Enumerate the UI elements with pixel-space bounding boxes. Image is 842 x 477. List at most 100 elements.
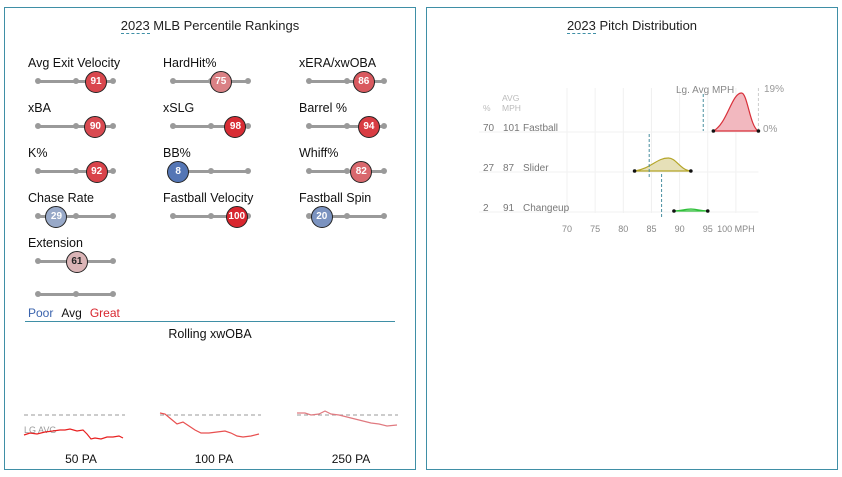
percentile-rankings-panel: 2023 MLB Percentile Rankings Avg Exit Ve… xyxy=(4,7,416,470)
legend-avg: Avg xyxy=(61,306,82,320)
pitch-distribution-panel: 2023 Pitch Distribution 70 75 80 85 90 95 100 … xyxy=(426,7,838,470)
pitch-name: Slider xyxy=(523,163,549,174)
divider xyxy=(25,321,395,322)
percentile-ball[interactable]: 91 xyxy=(85,71,107,93)
metric-barrel-: Barrel % 94 xyxy=(299,101,409,141)
metric-fastball-velocity: Fastball Velocity 100 xyxy=(163,191,273,231)
metric-fastball-spin: Fastball Spin 20 xyxy=(299,191,409,231)
percentile-ball[interactable]: 92 xyxy=(85,161,108,183)
metric-label: Chase Rate xyxy=(28,191,95,205)
percentile-track: 29 xyxy=(35,206,116,228)
percentile-ball[interactable]: 20 xyxy=(310,206,333,228)
metric-label: BB% xyxy=(163,146,191,160)
x-tick-label: 80 xyxy=(618,224,628,234)
percentile-track: 8 xyxy=(167,161,251,183)
x-tick-label: 90 xyxy=(675,224,685,234)
pitch-name: Changeup xyxy=(523,203,570,214)
legend-poor: Poor xyxy=(28,306,54,320)
metric-extension: Extension 61 xyxy=(28,236,138,276)
metric-xera-xwoba: xERA/xwOBA 86 xyxy=(299,56,409,96)
pitch-pct: 2 xyxy=(483,203,489,214)
percentile-ball[interactable]: 61 xyxy=(65,251,88,273)
percentile-ball[interactable]: 100 xyxy=(225,206,248,228)
max-dot xyxy=(756,129,761,133)
metric-xslg: xSLG 98 xyxy=(163,101,273,141)
pitch-avg-mph: 91 xyxy=(503,203,515,214)
min-dot xyxy=(632,169,637,173)
window-50: 50 PA xyxy=(65,452,97,466)
metric-bb-: BB% 8 xyxy=(163,146,273,186)
min-dot xyxy=(672,209,676,213)
year-select[interactable]: 2023 xyxy=(566,18,596,34)
percentile-ball[interactable]: 90 xyxy=(84,116,107,138)
metric-avg-exit-velocity: Avg Exit Velocity 91 xyxy=(28,56,138,96)
metric-hardhit-: HardHit% 75 xyxy=(163,56,273,96)
y-min-label: 0% xyxy=(763,124,778,135)
metric-k-: K% 92 xyxy=(28,146,138,186)
percentile-ball[interactable]: 86 xyxy=(352,71,375,93)
col-header-pct: % xyxy=(483,103,491,113)
percentile-ball[interactable]: 98 xyxy=(224,116,247,138)
percentile-track: 92 xyxy=(35,161,116,183)
metric-label: Barrel % xyxy=(299,101,347,115)
percentile-ball[interactable]: 82 xyxy=(350,161,373,183)
percentile-ball[interactable]: 29 xyxy=(45,206,68,228)
metric-label: HardHit% xyxy=(163,56,217,70)
sparkline-250 xyxy=(297,410,398,427)
percentile-track: 91 xyxy=(35,71,116,93)
pitch-pct: 27 xyxy=(483,163,495,174)
percentile-title: 2023 MLB Percentile Rankings xyxy=(120,18,300,34)
pitch-title: 2023 Pitch Distribution xyxy=(566,18,698,34)
percentile-ball[interactable]: 8 xyxy=(167,161,190,183)
max-dot xyxy=(689,169,693,173)
percentile-ball[interactable]: 75 xyxy=(209,71,232,93)
metric-label: xBA xyxy=(28,101,51,115)
metric-label: K% xyxy=(28,146,48,160)
metric-label: Avg Exit Velocity xyxy=(28,56,121,70)
pitch-avg-mph: 87 xyxy=(503,163,515,174)
percentile-track: 94 xyxy=(306,116,387,138)
window-100: 100 PA xyxy=(194,452,234,466)
lg-avg-label: LG AVG xyxy=(24,425,56,435)
percentile-track: 90 xyxy=(35,116,116,138)
metric-whiff-: Whiff% 82 xyxy=(299,146,409,186)
percentile-track: 82 xyxy=(306,161,387,183)
metric-label: xSLG xyxy=(163,101,195,115)
pitch-name: Fastball xyxy=(523,123,558,134)
percentile-track: 61 xyxy=(35,251,116,273)
rolling-title: Rolling xwOBA xyxy=(168,327,252,341)
density-slider xyxy=(634,157,691,172)
col-header-avg: AVG xyxy=(502,93,519,103)
metric-label: Whiff% xyxy=(299,146,339,160)
max-dot xyxy=(705,209,710,213)
metric-xba: xBA 90 xyxy=(28,101,138,141)
x-tick-label: 85 xyxy=(646,224,656,234)
metric-label: Extension xyxy=(28,236,83,250)
x-tick-label: 70 xyxy=(562,224,572,234)
density-fastball xyxy=(713,92,759,132)
percentile-track: 75 xyxy=(170,71,251,93)
metric-label: Fastball Velocity xyxy=(163,191,254,205)
percentile-ball[interactable]: 94 xyxy=(357,116,380,138)
col-header-mph: MPH xyxy=(502,103,521,113)
x-tick-label: 95 xyxy=(703,224,713,234)
percentile-track: 20 xyxy=(306,206,387,228)
sparkline-100 xyxy=(159,412,260,438)
pitch-pct: 70 xyxy=(483,123,495,134)
sparkline-50 xyxy=(23,428,124,440)
legend: Poor Avg Great xyxy=(28,306,128,320)
legend-great: Great xyxy=(89,306,120,320)
metric-label: Fastball Spin xyxy=(299,191,372,205)
year-select[interactable]: 2023 xyxy=(120,18,150,34)
y-max-label: 19% xyxy=(764,84,784,95)
percentile-track: 100 xyxy=(170,206,251,228)
window-250: 250 PA xyxy=(331,452,371,466)
lg-avg-label: Lg. Avg MPH xyxy=(676,85,734,96)
metric-chase-rate: Chase Rate 29 xyxy=(28,191,138,231)
percentile-track: 98 xyxy=(170,116,251,138)
metric-label: xERA/xwOBA xyxy=(299,56,377,70)
density-changeup xyxy=(673,208,708,212)
pitch-avg-mph: 101 xyxy=(503,123,520,134)
rolling-sparklines: LG AVG xyxy=(23,410,398,440)
